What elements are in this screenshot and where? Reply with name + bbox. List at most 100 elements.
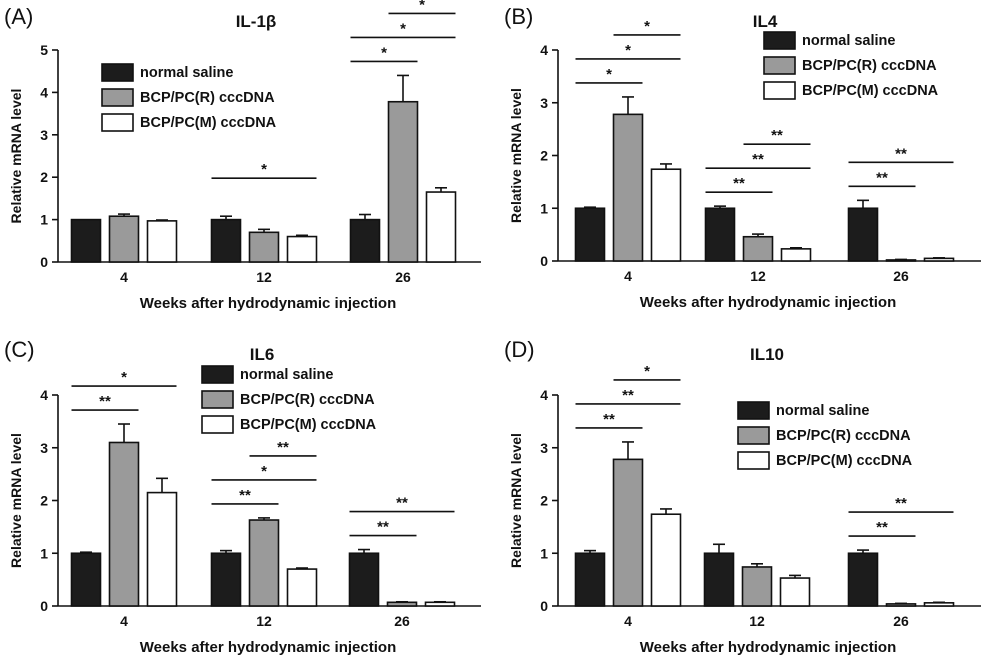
y-tick-label: 4 [40, 387, 48, 403]
chart-title: IL-1β [236, 12, 277, 31]
x-tick-label: 26 [893, 613, 909, 629]
x-tick-label: 26 [395, 269, 411, 285]
y-tick-label: 1 [540, 545, 548, 561]
legend-label: BCP/PC(R) cccDNA [140, 90, 275, 106]
bar-normal-saline-4 [70, 552, 102, 607]
bar-normal-saline-12 [210, 218, 242, 263]
significance-label: * [261, 161, 267, 178]
bar-bcp-pc-m-cccdna-26 [923, 602, 955, 607]
bar-bcp-pc-m-cccdna-12 [286, 568, 318, 607]
legend-swatch-bcp-pc-r-cccdna [737, 426, 770, 445]
y-axis-label: Relative mRNA level [508, 433, 524, 568]
legend-label: BCP/PC(M) cccDNA [802, 83, 939, 99]
panel-a: (A) IL-1β 0 1 2 3 4 5 Relative mRNA level Weeks a… [0, 0, 500, 330]
bar-normal-saline-4 [574, 207, 606, 262]
legend-label: normal saline [140, 65, 233, 81]
bar-bcp-pc-r-cccdna-26 [387, 100, 419, 263]
significance-label: ** [277, 439, 289, 456]
panel-b: (B) IL4 0 1 2 3 4 Relative mRNA level Weeks afte… [500, 0, 1000, 330]
bar-normal-saline-26 [847, 552, 879, 607]
significance-label: * [606, 66, 612, 83]
legend-swatch-bcp-pc-m-cccdna [737, 451, 770, 470]
y-tick-label: 2 [40, 169, 48, 185]
significance-label: * [400, 20, 406, 37]
bar-bcp-pc-r-cccdna-12 [742, 235, 774, 262]
x-tick-label: 26 [394, 613, 410, 629]
bar-bcp-pc-m-cccdna-12 [779, 577, 811, 607]
bar-normal-saline-12 [704, 207, 736, 262]
legend: normal saline BCP/PC(R) cccDNA BCP/PC(M) c… [101, 63, 277, 132]
bar-bcp-pc-m-cccdna-26 [424, 601, 456, 607]
legend-swatch-bcp-pc-r-cccdna [201, 390, 234, 409]
bar-bcp-pc-r-cccdna-26 [386, 601, 418, 607]
legend-label: BCP/PC(M) cccDNA [140, 115, 277, 131]
significance-label: ** [733, 175, 745, 192]
legend-label: normal saline [802, 33, 895, 49]
significance-label: * [381, 44, 387, 61]
y-tick-label: 0 [540, 598, 548, 614]
x-tick-label: 4 [624, 613, 632, 629]
legend: normal saline BCP/PC(R) cccDNA BCP/PC(M) c… [737, 401, 913, 470]
bar-bcp-pc-r-cccdna-4 [612, 458, 644, 607]
bar-bcp-pc-r-cccdna-12 [248, 519, 280, 607]
legend-label: BCP/PC(R) cccDNA [240, 392, 375, 408]
significance-label: ** [876, 169, 888, 186]
x-tick-label: 12 [256, 269, 272, 285]
bar-normal-saline-26 [349, 218, 381, 263]
bar-normal-saline-26 [847, 207, 879, 262]
legend-swatch-bcp-pc-m-cccdna [101, 113, 134, 132]
bar-bcp-pc-r-cccdna-12 [741, 566, 773, 607]
legend-swatch-bcp-pc-m-cccdna [763, 81, 796, 100]
panel-label: (D) [504, 337, 535, 362]
bar-bcp-pc-m-cccdna-4 [650, 168, 682, 262]
legend-label: BCP/PC(R) cccDNA [802, 58, 937, 74]
y-tick-label: 3 [40, 127, 48, 143]
x-tick-label: 4 [624, 268, 632, 284]
legend-swatch-normal-saline [201, 365, 234, 384]
significance-label: * [644, 18, 650, 35]
x-axis-label: Weeks after hydrodynamic injection [140, 639, 396, 656]
y-tick-label: 1 [540, 200, 548, 216]
x-axis-label: Weeks after hydrodynamic injection [140, 295, 396, 312]
x-tick-label: 26 [893, 268, 909, 284]
y-tick-label: 4 [40, 84, 48, 100]
legend: normal saline BCP/PC(R) cccDNA BCP/PC(M) c… [763, 31, 939, 100]
y-tick-label: 2 [540, 493, 548, 509]
significance-label: ** [895, 145, 907, 162]
bar-bcp-pc-r-cccdna-26 [885, 259, 917, 262]
bar-bcp-pc-m-cccdna-26 [425, 191, 457, 263]
legend-label: normal saline [240, 367, 333, 383]
y-axis-label: Relative mRNA level [8, 433, 24, 568]
panel-label: (C) [4, 337, 35, 362]
bar-normal-saline-4 [574, 552, 606, 607]
bar-bcp-pc-m-cccdna-4 [650, 513, 682, 607]
y-tick-label: 3 [540, 440, 548, 456]
legend-swatch-bcp-pc-r-cccdna [101, 88, 134, 107]
bar-normal-saline-26 [348, 552, 380, 607]
bar-normal-saline-12 [703, 552, 735, 607]
panel-label: (B) [504, 4, 533, 29]
x-tick-label: 4 [120, 613, 128, 629]
panel-label: (A) [4, 4, 33, 29]
y-tick-label: 3 [40, 440, 48, 456]
panel-c: (C) IL6 0 1 2 3 4 Relative mRNA level Weeks afte… [0, 330, 500, 659]
y-tick-label: 0 [540, 253, 548, 269]
significance-label: * [419, 0, 425, 13]
significance-label: * [625, 42, 631, 59]
significance-label: ** [396, 495, 408, 512]
x-axis-label: Weeks after hydrodynamic injection [640, 294, 896, 311]
bar-normal-saline-4 [70, 218, 102, 263]
y-tick-label: 2 [40, 493, 48, 509]
y-tick-label: 4 [540, 387, 548, 403]
chart-title: IL6 [250, 345, 275, 364]
legend-label: normal saline [776, 403, 869, 419]
significance-label: ** [876, 519, 888, 536]
bar-bcp-pc-r-cccdna-4 [612, 113, 644, 262]
bar-bcp-pc-r-cccdna-26 [885, 603, 917, 607]
significance-label: ** [771, 127, 783, 144]
x-tick-label: 12 [750, 268, 766, 284]
significance-label: * [644, 363, 650, 380]
